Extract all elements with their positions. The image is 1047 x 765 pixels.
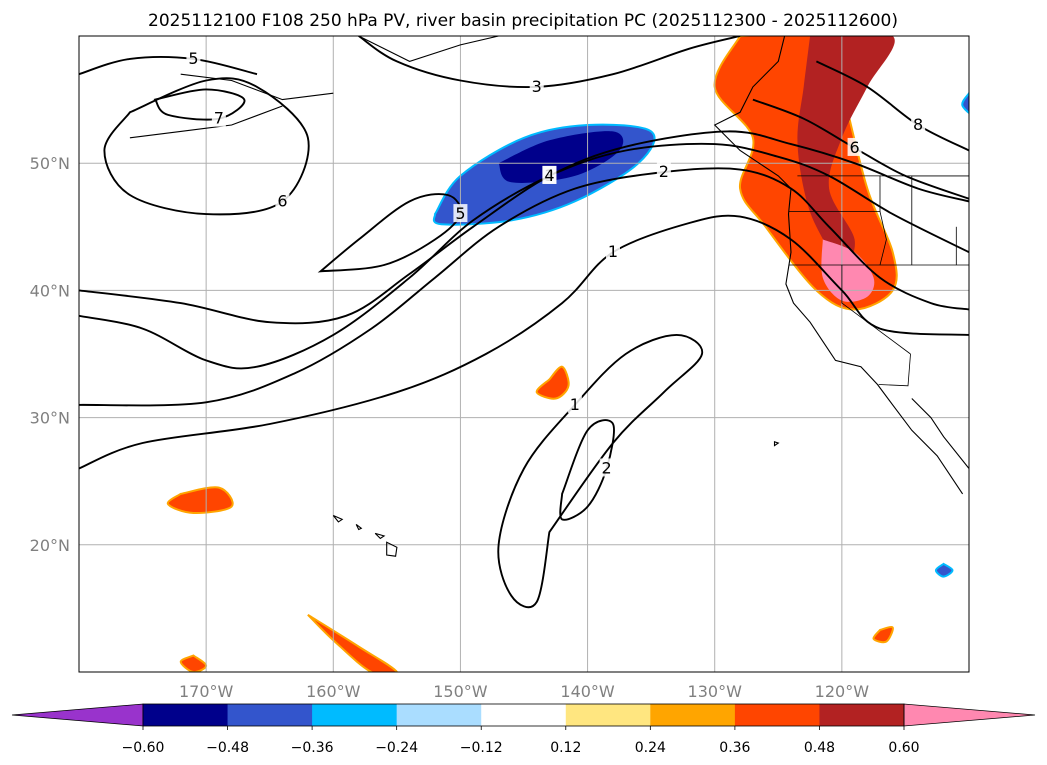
coastline <box>355 523 363 531</box>
pv-contour-label-bg <box>656 162 671 181</box>
colorbar-extend-high <box>903 703 1036 727</box>
pv-contour-label-bg <box>453 204 468 223</box>
pv-contour-line <box>497 333 703 609</box>
colorbar: −0.60 −0.48 −0.36 −0.24 −0.12 0.12 0.24 0.36 0.4… <box>11 703 1036 756</box>
coastlines <box>129 36 969 557</box>
longitude-tick-label: 130°W <box>688 682 743 701</box>
coastline <box>129 105 283 139</box>
colorbar-swatch <box>227 704 313 726</box>
latitude-tick-label: 20°N <box>30 536 70 555</box>
precip-region <box>961 91 969 115</box>
precipitation-layer <box>166 36 969 672</box>
colorbar-swatch <box>481 704 567 726</box>
longitude-tick-labels: 170°W 160°W 150°W 140°W 130°W 120°W <box>179 682 869 701</box>
pv-contour-label: 7 <box>214 109 224 128</box>
pv-contour-label-bg <box>911 115 926 134</box>
longitude-tick-label: 150°W <box>433 682 488 701</box>
state-border <box>788 211 887 266</box>
colorbar-extend-low <box>11 703 144 727</box>
colorbar-label: 0.12 <box>550 740 581 756</box>
state-borders <box>788 175 969 387</box>
colorbar-swatch <box>143 704 229 726</box>
colorbar-swatch <box>650 704 736 726</box>
pv-contour-label: 8 <box>913 115 923 134</box>
pv-contour-label: 4 <box>544 166 554 185</box>
pv-contour-label-bg <box>847 137 862 156</box>
map-layers: 1234566785312 <box>79 36 969 672</box>
longitude-tick-label: 160°W <box>306 682 361 701</box>
colorbar-label: −0.60 <box>122 740 165 756</box>
pv-contour-label-bg <box>275 191 290 210</box>
colorbar-swatch <box>819 704 905 726</box>
colorbar-swatch <box>396 704 482 726</box>
state-border <box>878 353 911 387</box>
precip-region <box>307 613 398 672</box>
pv-contour-label-bg <box>529 76 544 95</box>
state-border <box>911 175 969 265</box>
pv-contour-label-bg <box>606 242 620 261</box>
pv-contour-label: 6 <box>277 191 287 210</box>
pv-contour-label-bg <box>542 165 557 184</box>
pv-contour-line <box>79 56 258 76</box>
latitude-tick-label: 30°N <box>30 409 70 428</box>
colorbar-swatch <box>734 704 820 726</box>
pv-contour-label: 5 <box>188 49 198 68</box>
precip-region <box>166 486 234 515</box>
colorbar-frame <box>142 703 905 727</box>
pv-contour-line <box>317 193 462 273</box>
pv-contour-line <box>153 88 246 121</box>
colorbar-label: 0.24 <box>635 740 666 756</box>
pv-contour-line <box>79 214 969 470</box>
pv-contour-label-bg <box>567 394 582 413</box>
colorbar-label: −0.36 <box>291 740 334 756</box>
colorbar-label: 0.48 <box>804 740 835 756</box>
pv-contour-line <box>815 60 969 152</box>
latitude-tick-labels: 20°N 30°N 40°N 50°N <box>30 154 70 555</box>
longitude-tick-label: 170°W <box>179 682 234 701</box>
latitude-tick-label: 50°N <box>30 154 70 173</box>
precip-region <box>498 131 624 183</box>
precip-region <box>179 654 208 672</box>
pv-contour-line <box>79 142 969 370</box>
precip-region <box>535 365 570 400</box>
coastline <box>386 541 398 557</box>
precip-region <box>872 626 894 644</box>
map-frame <box>78 35 970 673</box>
colorbar-label: 0.36 <box>719 740 750 756</box>
coastline <box>773 441 780 447</box>
coastline <box>358 36 499 62</box>
pv-contour-label: 5 <box>455 204 465 223</box>
longitude-tick-label: 140°W <box>560 682 615 701</box>
colorbar-swatch <box>312 704 398 726</box>
pv-contour-label-bg <box>186 48 201 67</box>
state-border <box>841 265 911 355</box>
latitude-tick-label: 40°N <box>30 281 70 300</box>
pv-contour-label-bg <box>211 108 226 127</box>
pv-contour-label: 1 <box>570 395 580 414</box>
coastline <box>911 398 969 469</box>
pv-contour-label: 6 <box>849 138 859 157</box>
colorbar-label: −0.24 <box>375 740 418 756</box>
pv-contour-label: 1 <box>608 242 618 261</box>
pv-contour-label: 2 <box>602 458 612 477</box>
precip-region <box>821 239 875 302</box>
colorbar-label: −0.48 <box>206 740 249 756</box>
coastline <box>374 532 386 540</box>
longitude-tick-label: 120°W <box>815 682 870 701</box>
pv-contour-label: 2 <box>659 162 669 181</box>
pv-contours: 1234566785312 <box>79 36 969 609</box>
coastline <box>332 514 344 523</box>
chart-title: 2025112100 F108 250 hPa PV, river basin … <box>148 11 898 31</box>
precip-region <box>934 562 954 578</box>
coastline <box>180 73 334 101</box>
pv-contour-label-bg <box>599 458 614 477</box>
colorbar-label: −0.12 <box>460 740 503 756</box>
pv-contour-line <box>79 167 969 407</box>
precip-region <box>797 36 895 266</box>
colorbar-swatch <box>565 704 651 726</box>
pv-contour-label: 3 <box>532 77 542 96</box>
coastline <box>713 36 964 495</box>
colorbar-label: 0.60 <box>888 740 919 756</box>
